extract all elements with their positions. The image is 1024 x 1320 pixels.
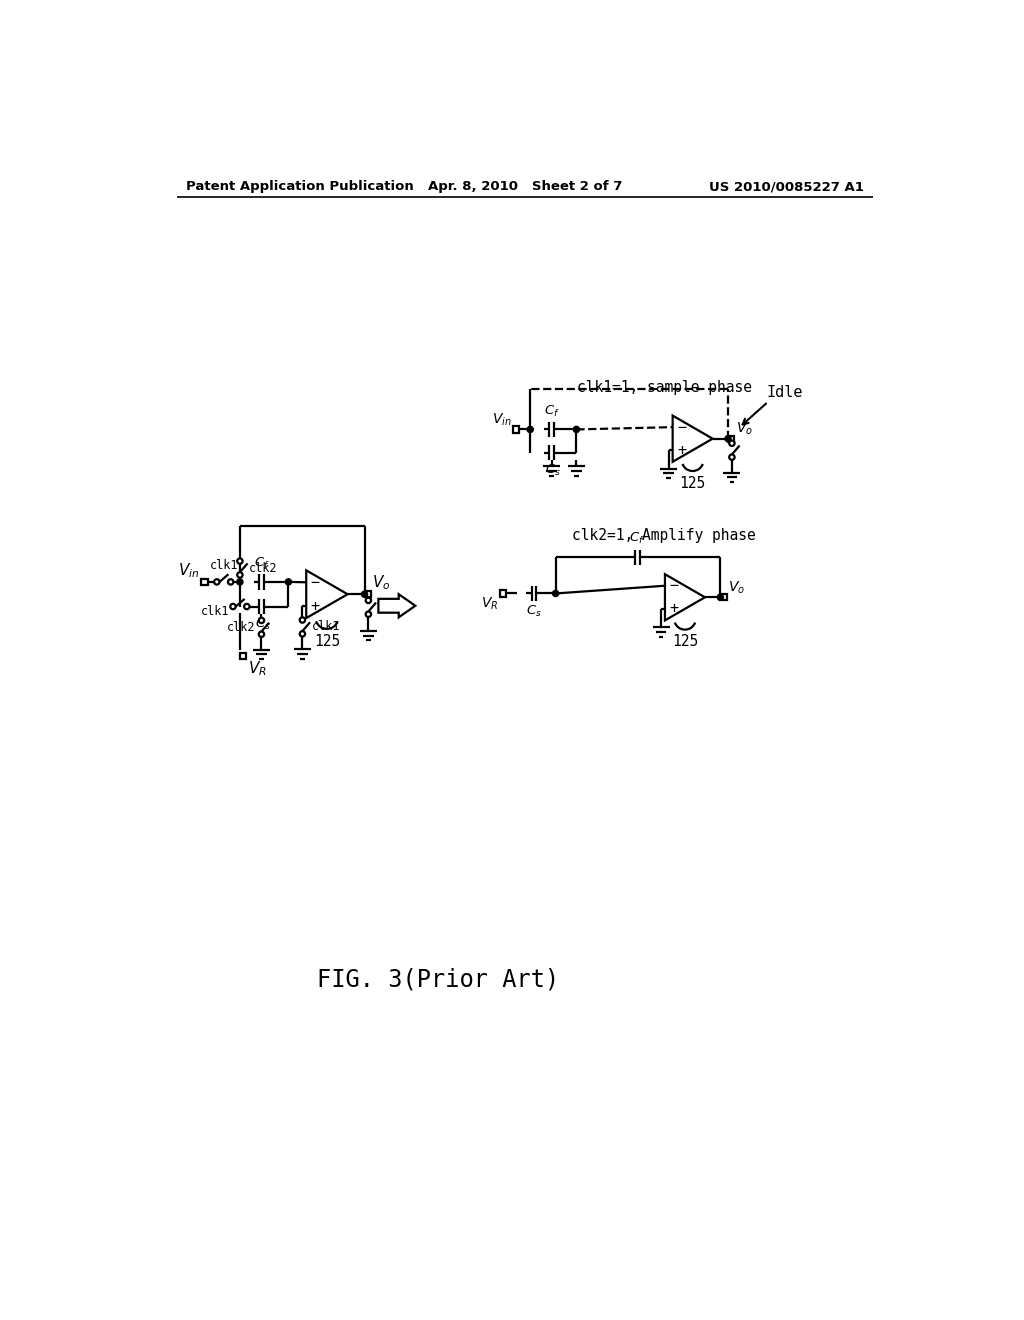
Circle shape: [300, 618, 305, 623]
Text: $V_{in}$: $V_{in}$: [178, 562, 200, 581]
Text: $C_s$: $C_s$: [255, 616, 271, 632]
Text: $C_f$: $C_f$: [630, 532, 645, 546]
Text: clk2: clk2: [226, 620, 255, 634]
Circle shape: [729, 441, 734, 446]
Text: Idle: Idle: [767, 385, 803, 400]
Bar: [240, 653, 246, 659]
Circle shape: [238, 573, 243, 578]
Text: 125: 125: [680, 475, 706, 491]
Text: −: −: [670, 578, 679, 593]
Text: Patent Application Publication: Patent Application Publication: [186, 181, 414, 194]
Circle shape: [366, 611, 371, 616]
Text: FIG. 3(Prior Art): FIG. 3(Prior Art): [317, 968, 560, 993]
Circle shape: [725, 436, 731, 442]
Circle shape: [573, 426, 580, 433]
Text: $C_s$: $C_s$: [526, 603, 542, 619]
Text: +: +: [677, 442, 686, 458]
Text: +: +: [311, 599, 319, 614]
Circle shape: [214, 579, 219, 585]
Text: US 2010/0085227 A1: US 2010/0085227 A1: [709, 181, 863, 194]
Circle shape: [361, 591, 368, 598]
Circle shape: [230, 603, 236, 610]
Text: $C_s$: $C_s$: [546, 462, 561, 478]
Circle shape: [717, 594, 723, 601]
Circle shape: [259, 618, 264, 623]
Text: $V_o$: $V_o$: [728, 579, 745, 595]
Circle shape: [527, 426, 534, 433]
Circle shape: [300, 631, 305, 636]
Text: clk1: clk1: [311, 620, 340, 634]
Circle shape: [228, 579, 233, 585]
Circle shape: [286, 578, 292, 585]
Circle shape: [244, 603, 250, 610]
Text: $V_R$: $V_R$: [248, 660, 266, 678]
Bar: [365, 591, 371, 598]
Text: $V_R$: $V_R$: [481, 595, 499, 612]
Bar: [513, 426, 519, 433]
Bar: [202, 578, 208, 585]
Text: $V_o$: $V_o$: [372, 573, 391, 591]
Text: Apr. 8, 2010   Sheet 2 of 7: Apr. 8, 2010 Sheet 2 of 7: [428, 181, 622, 194]
Text: clk2: clk2: [249, 561, 278, 574]
Text: 125: 125: [672, 635, 698, 649]
Circle shape: [553, 590, 559, 597]
Circle shape: [729, 454, 734, 459]
Circle shape: [366, 598, 371, 603]
Text: clk1=1, sample phase: clk1=1, sample phase: [577, 380, 752, 395]
Text: −: −: [311, 574, 319, 590]
Bar: [720, 594, 726, 601]
Text: −: −: [677, 420, 686, 434]
Text: $C_f$: $C_f$: [254, 556, 269, 572]
Text: $V_o$: $V_o$: [736, 421, 753, 437]
Circle shape: [238, 558, 243, 564]
Bar: [500, 590, 506, 597]
Text: $V_{in}$: $V_{in}$: [492, 412, 512, 428]
Text: clk1: clk1: [201, 605, 229, 618]
Bar: [728, 436, 734, 442]
Circle shape: [237, 578, 243, 585]
Text: clk2=1, Amplify phase: clk2=1, Amplify phase: [572, 528, 756, 544]
Text: 125: 125: [313, 635, 340, 649]
Circle shape: [259, 631, 264, 638]
Text: clk1: clk1: [210, 558, 238, 572]
Text: +: +: [670, 602, 679, 616]
Text: $C_f$: $C_f$: [544, 404, 559, 418]
